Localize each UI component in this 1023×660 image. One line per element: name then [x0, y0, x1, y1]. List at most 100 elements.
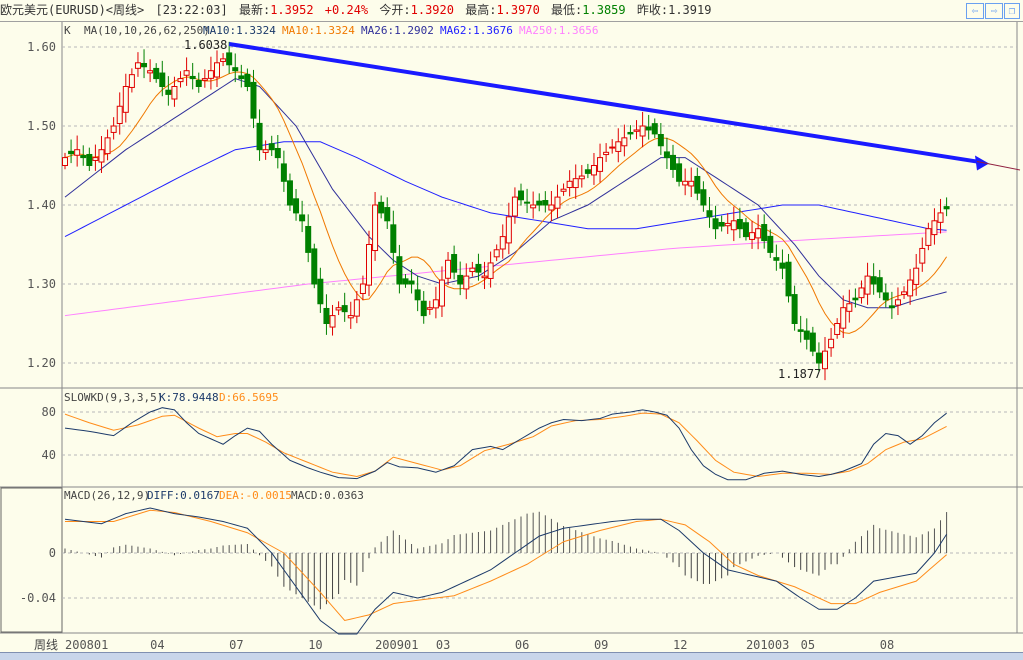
candle-up: [214, 62, 220, 78]
legend-ma250: MA250:1.3656: [519, 24, 598, 37]
trend-arrowhead-icon: [975, 155, 989, 171]
candle-down: [943, 206, 950, 210]
candle-up: [62, 157, 68, 167]
candle-up: [590, 165, 597, 176]
candle-down: [803, 330, 810, 340]
candle-down: [311, 248, 318, 285]
candle-up: [110, 125, 117, 133]
candle-down: [815, 352, 822, 364]
candle-up: [755, 228, 762, 239]
candle-up: [615, 141, 622, 152]
candle-up: [183, 70, 190, 76]
candle-down: [761, 224, 768, 242]
candle-up: [445, 259, 452, 279]
price-legend-params: MA(10,10,26,62,250): [84, 24, 210, 37]
candle-up: [688, 180, 695, 187]
kd-legend-params: SLOWKD(9,3,3,5): [64, 391, 163, 404]
candle-up: [730, 220, 737, 231]
candle-down: [542, 200, 549, 206]
candle-down: [414, 289, 421, 301]
candle-up: [98, 149, 105, 163]
candle-down: [712, 218, 719, 230]
x-tick-label: 201003: [746, 638, 789, 652]
candle-up: [201, 78, 208, 81]
candle-down: [317, 278, 324, 305]
candle-down: [536, 200, 543, 206]
candle-up: [639, 125, 646, 137]
candle-down: [232, 67, 239, 72]
candle-down: [305, 225, 312, 253]
change-percent: +0.24%: [324, 3, 369, 17]
candle-up: [359, 283, 366, 294]
y-tick-label: -0.04: [20, 591, 56, 605]
candle-down: [645, 126, 652, 131]
candle-down: [524, 201, 531, 204]
x-tick-label: 200801: [65, 638, 108, 652]
candle-down: [888, 305, 895, 309]
candle-up: [554, 196, 561, 209]
x-tick-label: 09: [594, 638, 608, 652]
candle-up: [366, 244, 372, 286]
x-tick-label: 08: [880, 638, 894, 652]
candle-up: [597, 157, 604, 172]
candle-up: [92, 157, 99, 161]
dea-line: [65, 509, 947, 622]
diff-line: [64, 507, 948, 635]
candle-down: [694, 175, 701, 194]
candle-up: [724, 222, 731, 227]
candle-down: [736, 219, 743, 230]
candle-up: [481, 275, 488, 279]
candle-up: [901, 291, 908, 295]
candle-up: [834, 323, 841, 335]
legend-ma10a: MA10:1.3324: [203, 24, 276, 37]
candle-up: [262, 149, 269, 153]
candle-down: [651, 123, 658, 135]
candle-up: [511, 196, 518, 217]
candle-down: [809, 332, 816, 352]
candle-up: [463, 275, 470, 290]
candle-down: [870, 276, 877, 285]
candle-up: [682, 180, 689, 186]
candle-up: [603, 151, 610, 156]
candle-down: [670, 154, 676, 170]
candle-up: [633, 129, 640, 132]
candle-up: [919, 247, 926, 264]
candle-up: [104, 137, 111, 155]
ma250-line: [64, 231, 947, 317]
candle-down: [518, 190, 524, 201]
candle-up: [74, 149, 81, 156]
candle-down: [165, 89, 172, 95]
candle-down: [742, 222, 749, 238]
x-tick-label: 06: [515, 638, 529, 652]
candle-up: [335, 307, 342, 311]
prev-close-label: 昨收:: [636, 3, 669, 17]
candle-down: [378, 201, 385, 214]
arrow-right-icon[interactable]: ⇨: [985, 3, 1003, 19]
candle-down: [706, 210, 713, 218]
x-tick-label: 07: [229, 638, 243, 652]
candle-up: [122, 86, 129, 113]
candle-down: [627, 131, 634, 135]
candle-down: [773, 257, 780, 261]
candle-up: [116, 105, 123, 124]
candle-down: [384, 207, 391, 222]
low-label: 最低:: [551, 3, 583, 17]
restore-window-icon[interactable]: ❐: [1004, 3, 1020, 19]
arrow-left-icon[interactable]: ⇦: [966, 3, 984, 19]
candle-down: [86, 153, 93, 166]
kd-legend-d: D:66.5695: [219, 391, 279, 404]
candle-up: [925, 228, 932, 246]
candle-up: [505, 216, 512, 244]
y-tick-label: 1.40: [27, 198, 56, 212]
candle-up: [894, 299, 901, 306]
latest-label: 最新:: [238, 3, 271, 17]
candle-down: [153, 67, 160, 80]
candle-up: [177, 78, 184, 83]
candle-down: [718, 221, 725, 227]
candle-down: [293, 198, 300, 214]
open-price: 1.3920: [410, 3, 454, 17]
candle-up: [840, 307, 847, 329]
candle-down: [286, 180, 293, 206]
candle-down: [390, 224, 397, 253]
